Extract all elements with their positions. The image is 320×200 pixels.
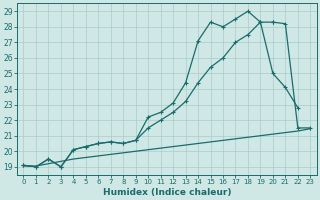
X-axis label: Humidex (Indice chaleur): Humidex (Indice chaleur): [103, 188, 231, 197]
